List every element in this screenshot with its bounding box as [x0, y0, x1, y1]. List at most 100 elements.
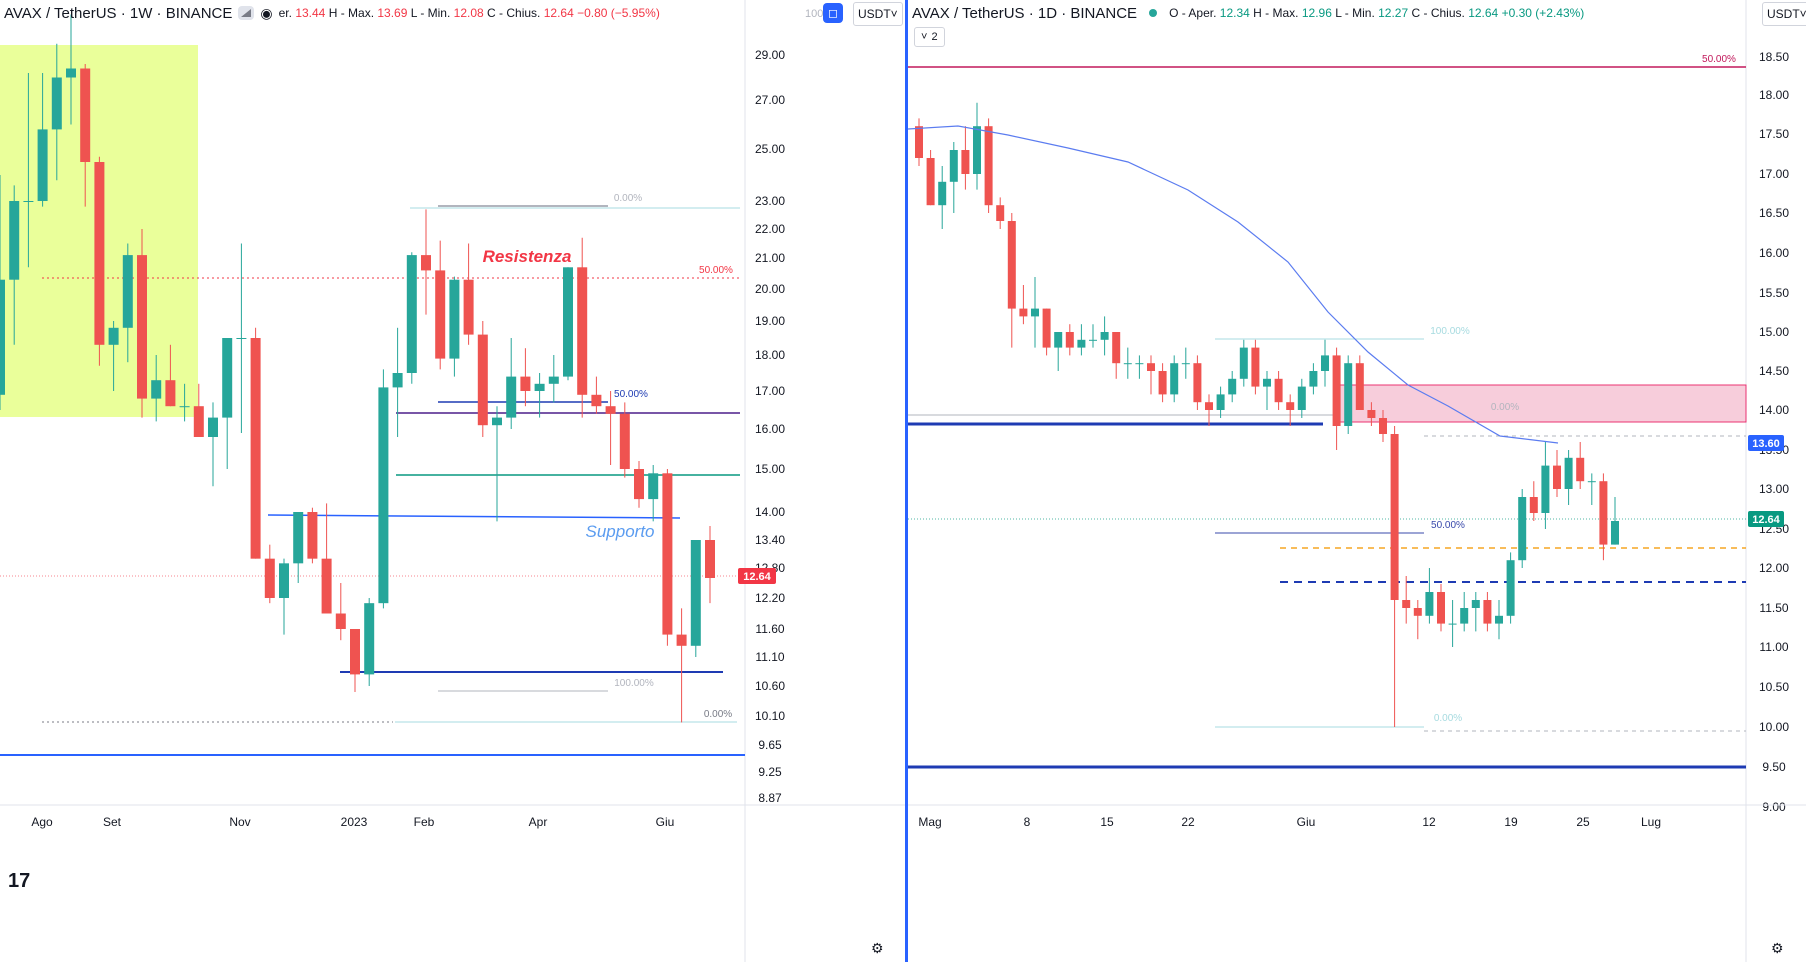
fib-50-top-label: 50.00% — [1702, 54, 1736, 65]
weekly-candle-body — [492, 417, 502, 426]
weekly-candle-body — [463, 279, 474, 335]
daily-ma-badge-label: 13.60 — [1752, 438, 1780, 450]
daily-y-tick-label: 15.00 — [1759, 325, 1789, 339]
daily-x-tick-label: 19 — [1504, 815, 1518, 829]
daily-candle-body — [1553, 465, 1561, 489]
daily-y-tick-label: 17.00 — [1759, 167, 1789, 181]
weekly-x-tick-label: 2023 — [341, 815, 368, 829]
weekly-candle-body — [563, 267, 573, 377]
fib-0-bottom-label: 0.00% — [704, 709, 732, 720]
support-line — [267, 514, 681, 519]
weekly-y-tick-label: 14.00 — [755, 505, 785, 519]
weekly-candle-body — [208, 417, 218, 437]
daily-currency-selector[interactable]: USDT ˅ — [1762, 2, 1806, 26]
weekly-y-tick-label: 17.00 — [755, 384, 785, 398]
daily-candle-body — [1529, 497, 1538, 513]
weekly-candle-body — [137, 255, 147, 399]
weekly-candle-body — [236, 338, 247, 339]
daily-x-tick-label: 8 — [1024, 815, 1031, 829]
eye-icon[interactable]: ◉ — [260, 4, 273, 21]
weekly-settings-gear-icon[interactable]: ⚙ — [871, 940, 884, 956]
weekly-candle-body — [307, 512, 318, 559]
truncated-fib-label: 100 — [805, 8, 824, 20]
hide-legend-icon[interactable] — [238, 6, 255, 20]
daily-candle-body — [1541, 465, 1550, 513]
moving-average-line — [908, 125, 1559, 444]
weekly-candle-body — [350, 629, 360, 675]
daily-candle-body — [1495, 615, 1503, 624]
daily-y-tick-label: 9.00 — [1762, 800, 1786, 814]
daily-candle-body — [1147, 363, 1155, 371]
weekly-candle-body — [634, 469, 644, 500]
daily-ohlc-values: O - Aper. 12.34 H - Max. 12.96 L - Min. … — [1169, 6, 1584, 20]
weekly-y-tick-label: 29.00 — [755, 48, 785, 62]
daily-candle-body — [1483, 600, 1492, 624]
weekly-candle-body — [151, 380, 162, 399]
weekly-candle-body — [293, 512, 304, 564]
weekly-price-badge-label: 12.64 — [743, 571, 771, 583]
weekly-y-tick-label: 27.00 — [755, 93, 785, 107]
daily-candle-body — [1135, 363, 1144, 365]
weekly-x-tick-label: Giu — [656, 815, 675, 829]
tradingview-logo-icon[interactable]: 17 — [8, 870, 31, 892]
close-label: C - Chius. — [1411, 6, 1465, 20]
daily-candle-body — [1413, 608, 1422, 616]
daily-y-tick-label: 12.00 — [1759, 561, 1789, 575]
weekly-y-tick-label: 15.00 — [755, 462, 785, 476]
daily-candle-body — [1587, 481, 1596, 483]
daily-candle-body — [1077, 339, 1086, 348]
daily-candle-body — [1007, 221, 1016, 309]
weekly-chart-header: AVAX / TetherUS · 1W · BINANCE ◉ er. 13.… — [4, 2, 660, 24]
support-annotation: Supporto — [586, 522, 655, 541]
chevron-down-icon: ˅ — [921, 31, 928, 43]
weekly-chart-canvas[interactable]: 29.00 27.00 25.00 23.00 22.00 21.00 20.00 19.00… — [0, 0, 905, 962]
daily-candle-body — [1309, 371, 1318, 387]
fib-100-label: 100.00% — [1430, 326, 1470, 337]
weekly-candle-body — [80, 68, 91, 162]
weekly-x-tick-label: Apr — [529, 815, 548, 829]
indicators-toggle-button[interactable]: ˅ 2 — [914, 27, 945, 47]
indicator-count: 2 — [931, 31, 938, 43]
daily-candle-body — [1448, 623, 1457, 625]
daily-candle-body — [1402, 600, 1411, 608]
weekly-y-tick-label: 19.00 — [755, 314, 785, 328]
daily-candle-body — [1193, 363, 1202, 403]
weekly-y-tick-label: 18.00 — [755, 348, 785, 362]
weekly-symbol-title[interactable]: AVAX / TetherUS · 1W · BINANCE — [4, 4, 233, 22]
weekly-x-tick-label: Set — [103, 815, 122, 829]
daily-candle-body — [1355, 363, 1364, 410]
daily-symbol-title[interactable]: AVAX / TetherUS · 1D · BINANCE — [912, 4, 1138, 22]
weekly-y-tick-label: 10.10 — [755, 709, 785, 723]
weekly-candle-body — [321, 558, 332, 614]
weekly-y-tick-label: 25.00 — [755, 142, 785, 156]
daily-candle-body — [1251, 347, 1260, 387]
maximize-pane-icon[interactable]: ◻ — [823, 3, 843, 23]
weekly-chart-pane[interactable]: 29.00 27.00 25.00 23.00 22.00 21.00 20.00 19.00… — [0, 0, 905, 962]
weekly-candle-body — [520, 376, 531, 391]
change-value: −0.80 (−5.95%) — [577, 6, 660, 20]
weekly-candle-body — [122, 255, 133, 328]
daily-chart-canvas[interactable]: 18.50 18.00 17.50 17.00 16.50 16.00 15.50 15.00… — [908, 0, 1806, 962]
open-value: 12.34 — [1219, 6, 1250, 20]
daily-chart-pane[interactable]: 18.50 18.00 17.50 17.00 16.50 16.00 15.50 15.00… — [908, 0, 1806, 962]
daily-candle-body — [1518, 497, 1527, 561]
weekly-candle-body — [279, 563, 289, 598]
daily-candle-body — [1332, 355, 1341, 426]
weekly-candle-body — [406, 255, 417, 373]
daily-settings-gear-icon[interactable]: ⚙ — [1771, 940, 1784, 956]
weekly-currency-selector[interactable]: USDT ˅ — [853, 2, 903, 26]
change-value: +0.30 (+2.43%) — [1501, 6, 1585, 20]
daily-y-tick-label: 15.50 — [1759, 286, 1789, 300]
daily-candle-body — [1205, 402, 1213, 410]
weekly-y-tick-label: 23.00 — [755, 194, 785, 208]
weekly-candle-body — [51, 77, 62, 130]
weekly-ohlc-values: er. 13.44 H - Max. 13.69 L - Min. 12.08 … — [279, 6, 660, 20]
pane-divider[interactable] — [905, 0, 908, 962]
weekly-candle-body — [591, 394, 602, 407]
weekly-candle-body — [548, 376, 559, 384]
daily-candle-body — [1425, 592, 1434, 616]
daily-y-tick-label: 14.50 — [1759, 364, 1789, 378]
daily-candle-body — [915, 126, 923, 158]
weekly-candle-body — [690, 540, 701, 646]
daily-y-tick-label: 14.00 — [1759, 403, 1789, 417]
